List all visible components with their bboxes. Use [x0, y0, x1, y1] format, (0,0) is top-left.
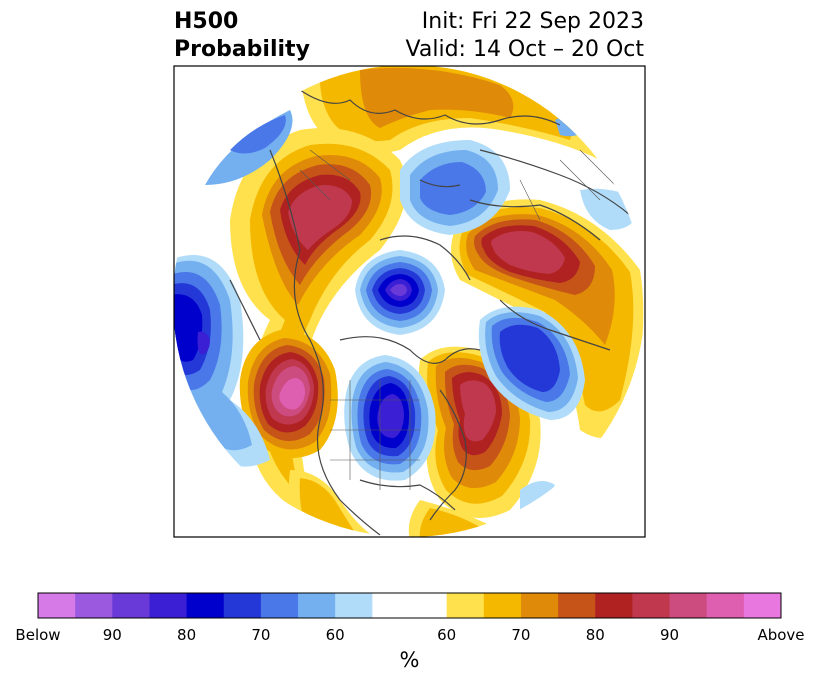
colorbar-swatch — [260, 593, 299, 618]
colorbar-unit: % — [399, 648, 420, 672]
colorbar-tick-label: 80 — [177, 626, 197, 644]
colorbar-swatch — [75, 593, 113, 618]
warm-region-pacific — [239, 330, 338, 458]
cold-region-northwest — [205, 110, 293, 185]
cold-region-pole — [400, 140, 510, 235]
colorbar-swatch — [706, 593, 745, 618]
cold-region-arctic — [355, 250, 445, 335]
colorbar-tick-label: 60 — [325, 626, 345, 644]
colorbar-swatch — [632, 593, 671, 618]
colorbar-swatch — [372, 593, 410, 618]
title-right: Init: Fri 22 Sep 2023 Valid: 14 Oct – 20… — [406, 8, 644, 64]
anomaly-field — [174, 66, 645, 537]
colorbar-tick-label: Above — [757, 626, 805, 644]
colorbar-tick-label: 80 — [585, 626, 605, 644]
map-frame — [173, 65, 646, 538]
colorbar-swatch — [223, 593, 262, 618]
colorbar-swatch — [595, 593, 633, 618]
colorbar-swatch — [558, 593, 596, 618]
colorbar-swatch — [409, 593, 448, 618]
colorbar-tick-label: 70 — [251, 626, 271, 644]
init-date: Init: Fri 22 Sep 2023 — [421, 9, 644, 34]
coastlines — [229, 89, 631, 536]
colorbar-swatch — [483, 593, 522, 618]
colorbar-swatch — [112, 593, 150, 618]
colorbar-swatch — [38, 593, 76, 618]
colorbar-tick-labels: Below 90 80 70 60 60 70 80 90 Above — [0, 626, 819, 646]
cold-region-east — [478, 306, 585, 420]
title-type: Probability — [174, 37, 310, 62]
colorbar — [37, 592, 782, 619]
colorbar-swatch — [520, 593, 559, 618]
colorbar-tick-label: 90 — [102, 626, 122, 644]
colorbar-swatch — [149, 593, 188, 618]
colorbar-swatch — [335, 593, 373, 618]
colorbar-tick-label: 60 — [437, 626, 457, 644]
cold-region-namerica — [344, 355, 436, 481]
title-variable: H500 — [174, 9, 239, 34]
valid-range: Valid: 14 Oct – 20 Oct — [405, 37, 644, 62]
colorbar-swatch — [669, 593, 708, 618]
borders — [299, 149, 621, 490]
colorbar-tick-label: Below — [15, 626, 61, 644]
colorbar-swatch — [186, 593, 225, 618]
colorbar-tick-label: 70 — [511, 626, 531, 644]
colorbar-frame — [37, 592, 782, 619]
colorbar-swatch — [446, 593, 485, 618]
colorbar-tick-label: 90 — [660, 626, 680, 644]
title-left: H500 Probability — [174, 8, 310, 64]
colorbar-swatch — [298, 593, 336, 618]
colorbar-swatch — [743, 593, 782, 618]
